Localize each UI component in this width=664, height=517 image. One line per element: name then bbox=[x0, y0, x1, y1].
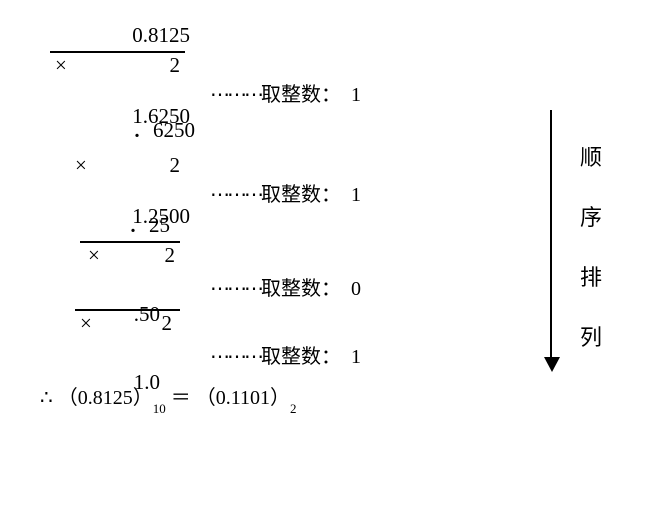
digit: 0 bbox=[351, 270, 361, 308]
times-sign: × bbox=[80, 308, 92, 338]
fraction-value: ．6250 bbox=[132, 110, 195, 150]
times-sign: × bbox=[55, 50, 67, 80]
underline bbox=[80, 241, 180, 243]
calculation-steps: 0.8125 × 2 1.6250 ⋯⋯⋯ 取整数： 1 ．6250 × 2 bbox=[20, 20, 500, 413]
digit: 1 bbox=[351, 80, 361, 110]
multiplier: 2 bbox=[162, 308, 173, 338]
int-label: 取整数： bbox=[261, 338, 341, 376]
dots: ⋯⋯⋯ bbox=[210, 270, 261, 308]
binary-value: （0.1101） bbox=[196, 387, 290, 409]
step4-result: 1.0 ⋯⋯⋯ 取整数： 1 bbox=[20, 338, 500, 376]
step2-result: 1.2500 ⋯⋯⋯ 取整数： 1 bbox=[20, 180, 500, 210]
step1-multiply: × 2 bbox=[20, 150, 500, 180]
int-label: 取整数： bbox=[261, 80, 341, 110]
digit: 1 bbox=[351, 180, 361, 210]
step1-fraction: ．6250 bbox=[20, 110, 500, 150]
step3-multiply: × 2 bbox=[20, 308, 500, 338]
multiplier: 2 bbox=[170, 50, 181, 80]
conclusion: ∴ （0.8125）10 ＝ （0.1101）2 bbox=[20, 381, 500, 413]
times-sign: × bbox=[88, 240, 100, 270]
step2-fraction: ．25 bbox=[20, 210, 500, 240]
result-value: .50 bbox=[134, 295, 160, 333]
dots: ⋯⋯⋯ bbox=[210, 180, 261, 210]
multiplier: 2 bbox=[165, 240, 176, 270]
arrow-line bbox=[550, 110, 552, 360]
step3-result: .50 ⋯⋯⋯ 取整数： 0 bbox=[20, 270, 500, 308]
calculation-container: 0.8125 × 2 1.6250 ⋯⋯⋯ 取整数： 1 ．6250 × 2 bbox=[20, 20, 644, 413]
underline bbox=[50, 51, 185, 53]
dots: ⋯⋯⋯ bbox=[210, 338, 261, 376]
therefore: ∴ bbox=[40, 387, 53, 409]
step1-result: 1.6250 ⋯⋯⋯ 取整数： 1 bbox=[20, 80, 500, 110]
step0-value: 0.8125 bbox=[20, 20, 500, 50]
equals: ＝ bbox=[171, 387, 191, 409]
vert-char-3: 排 bbox=[580, 250, 602, 305]
base-2: 2 bbox=[290, 401, 297, 416]
arrow-head-icon bbox=[544, 357, 560, 372]
base-10: 10 bbox=[153, 401, 166, 416]
result-value: 1.0 bbox=[134, 363, 160, 401]
int-label: 取整数： bbox=[261, 180, 341, 210]
int-label: 取整数： bbox=[261, 270, 341, 308]
dots: ⋯⋯⋯ bbox=[210, 80, 261, 110]
vert-char-2: 序 bbox=[580, 190, 602, 245]
initial-value: 0.8125 bbox=[132, 20, 190, 50]
times-sign: × bbox=[75, 150, 87, 180]
vert-char-1: 顺 bbox=[580, 130, 602, 185]
vert-char-4: 列 bbox=[580, 310, 602, 365]
multiplier: 2 bbox=[170, 150, 181, 180]
step2-multiply: × 2 bbox=[20, 240, 500, 270]
digit: 1 bbox=[351, 338, 361, 376]
step0-multiply: × 2 bbox=[20, 50, 500, 80]
underline bbox=[75, 309, 180, 311]
order-arrow-area: 顺 序 排 列 bbox=[520, 110, 640, 380]
fraction-value: ．25 bbox=[128, 210, 170, 240]
